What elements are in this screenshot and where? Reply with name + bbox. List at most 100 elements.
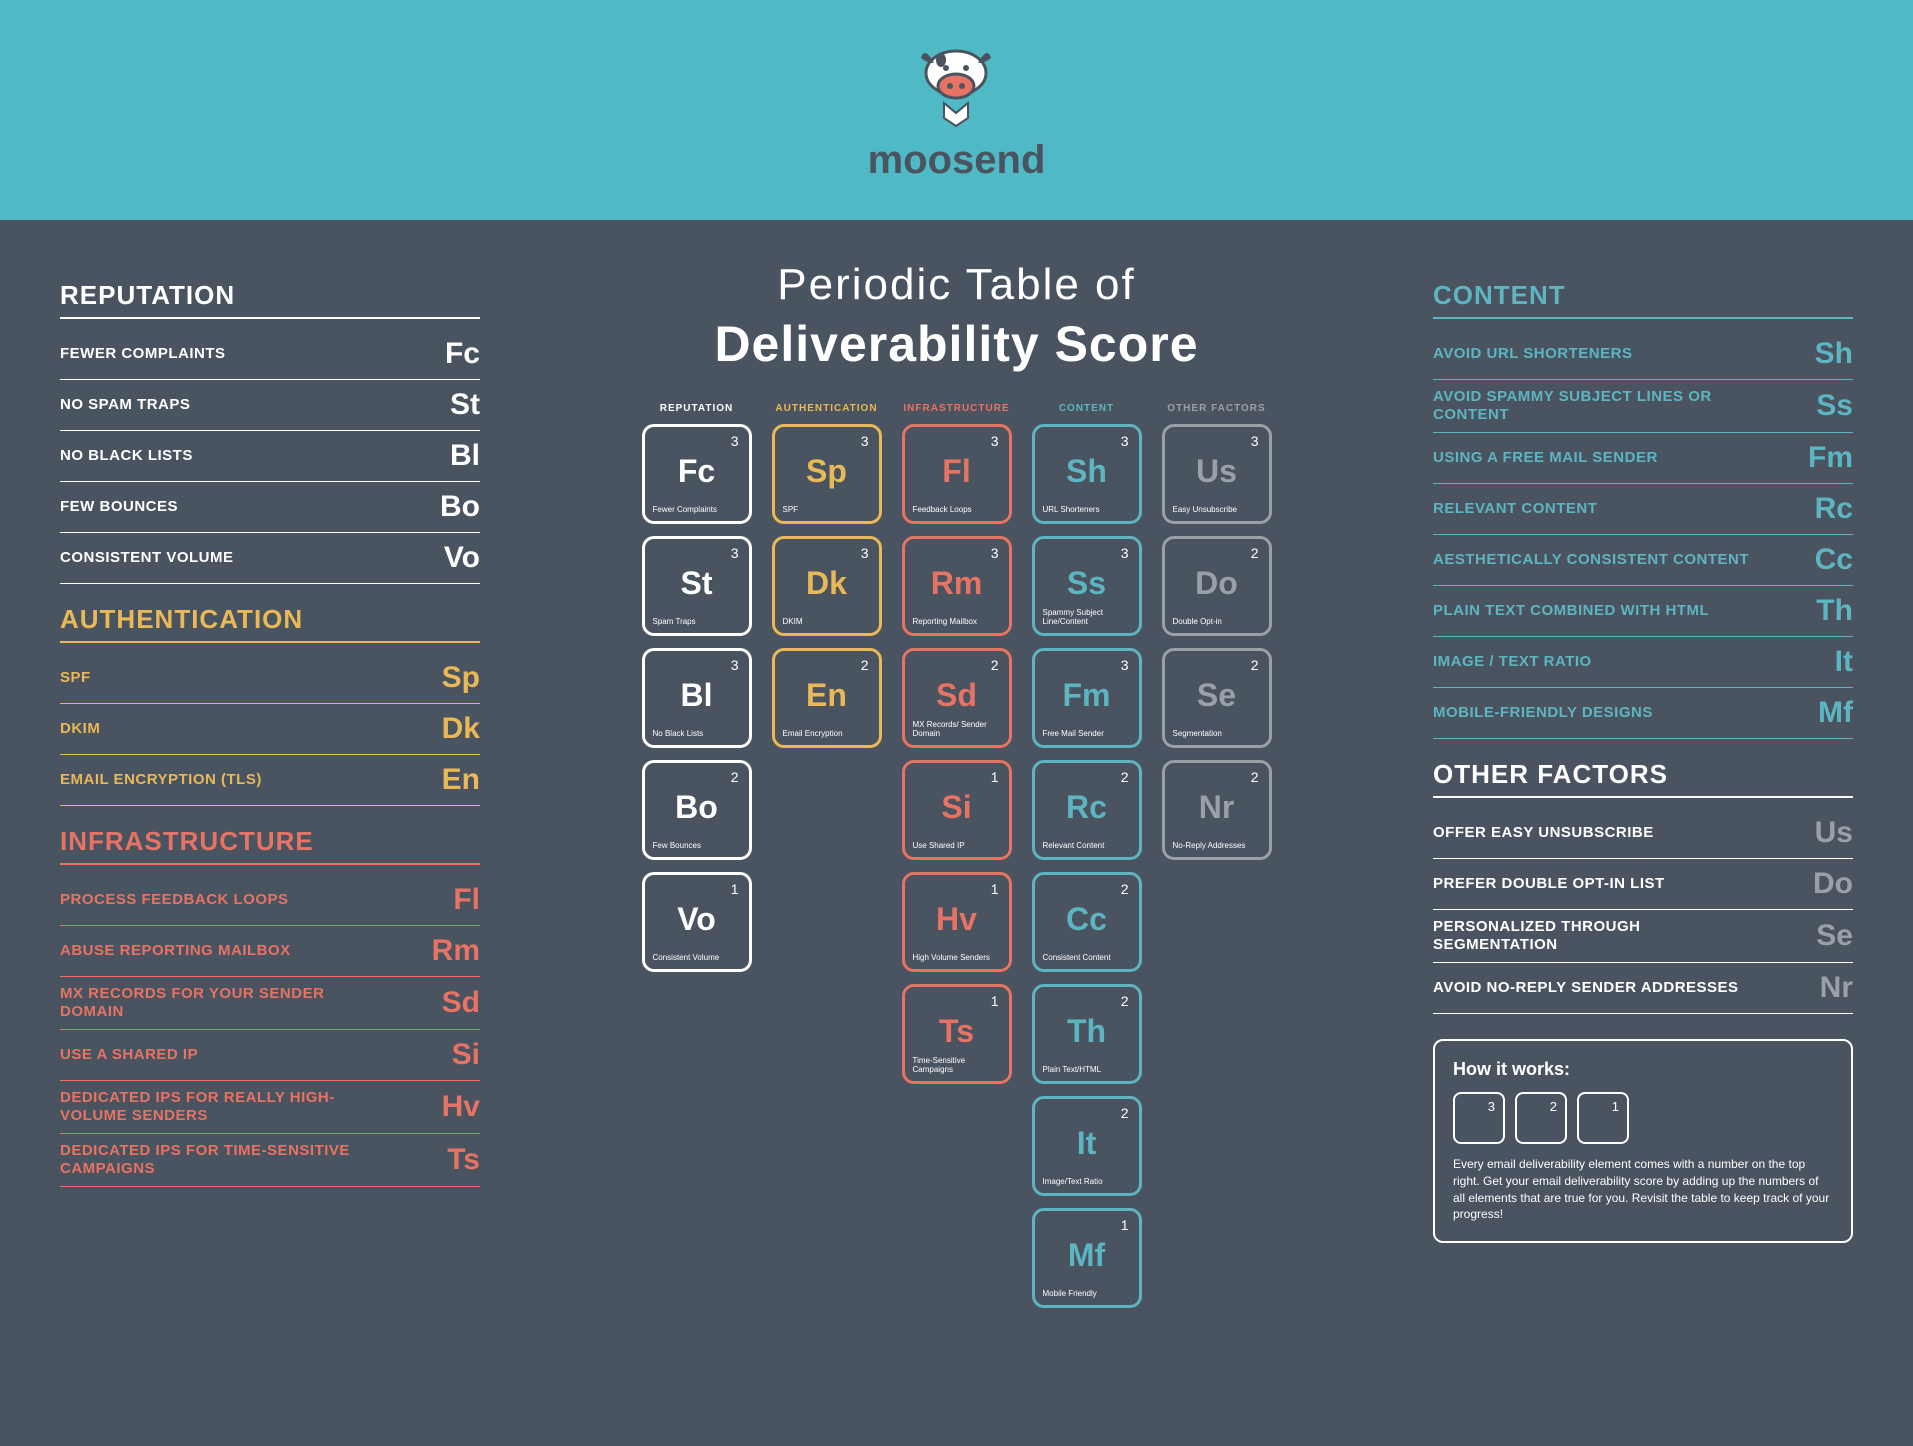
element-cell: 1 Mf Mobile Friendly bbox=[1032, 1208, 1142, 1308]
legend-row: AVOID SPAMMY SUBJECT LINES OR CONTENT Ss bbox=[1433, 380, 1853, 433]
element-cell: 3 Sh URL Shorteners bbox=[1032, 424, 1142, 524]
legend-symbol: Dk bbox=[442, 712, 480, 746]
cell-symbol: Dk bbox=[783, 565, 871, 602]
element-cell: 3 Fm Free Mail Sender bbox=[1032, 648, 1142, 748]
how-box: 2 bbox=[1515, 1092, 1567, 1144]
cell-symbol: Hv bbox=[913, 901, 1001, 938]
cell-number: 3 bbox=[731, 545, 739, 561]
legend-symbol: Ss bbox=[1816, 389, 1853, 423]
element-cell: 2 It Image/Text Ratio bbox=[1032, 1096, 1142, 1196]
col-header: AUTHENTICATION bbox=[772, 403, 882, 414]
legend-row: DKIM Dk bbox=[60, 704, 480, 755]
legend-label: RELEVANT CONTENT bbox=[1433, 500, 1597, 518]
cell-number: 3 bbox=[861, 433, 869, 449]
legend-label: MX RECORDS FOR YOUR SENDER DOMAIN bbox=[60, 985, 380, 1021]
cell-number: 2 bbox=[1251, 545, 1259, 561]
element-cell: 3 Fl Feedback Loops bbox=[902, 424, 1012, 524]
legend-symbol: Sd bbox=[442, 986, 480, 1020]
section-title: REPUTATION bbox=[60, 280, 480, 319]
legend-row: ABUSE REPORTING MAILBOX Rm bbox=[60, 926, 480, 977]
cell-symbol: Nr bbox=[1173, 789, 1261, 826]
cell-number: 1 bbox=[991, 993, 999, 1009]
legend-symbol: Nr bbox=[1820, 971, 1853, 1005]
legend-symbol: Vo bbox=[444, 541, 480, 575]
cell-symbol: Bo bbox=[653, 789, 741, 826]
brand-name: moosend bbox=[868, 138, 1046, 183]
element-cell: 2 Se Segmentation bbox=[1162, 648, 1272, 748]
cell-desc: DKIM bbox=[783, 618, 871, 627]
cell-desc: Email Encryption bbox=[783, 730, 871, 739]
legend-symbol: Cc bbox=[1815, 543, 1853, 577]
periodic-grid: 3 Fc Fewer Complaints 3 St Spam Traps 3 … bbox=[520, 424, 1393, 1308]
legend-row: MOBILE-FRIENDLY DESIGNS Mf bbox=[1433, 688, 1853, 739]
cell-number: 1 bbox=[991, 769, 999, 785]
legend-row: PREFER DOUBLE OPT-IN LIST Do bbox=[1433, 859, 1853, 910]
cell-desc: Feedback Loops bbox=[913, 506, 1001, 515]
legend-label: SPF bbox=[60, 669, 91, 687]
cell-desc: Double Opt-in bbox=[1173, 618, 1261, 627]
cell-number: 3 bbox=[1121, 545, 1129, 561]
cell-desc: Use Shared IP bbox=[913, 842, 1001, 851]
legend-label: FEWER COMPLAINTS bbox=[60, 345, 226, 363]
legend-label: PERSONALIZED THROUGH SEGMENTATION bbox=[1433, 918, 1753, 954]
element-cell: 2 Sd MX Records/ Sender Domain bbox=[902, 648, 1012, 748]
element-cell: 1 Si Use Shared IP bbox=[902, 760, 1012, 860]
cell-desc: Spam Traps bbox=[653, 618, 741, 627]
how-box: 1 bbox=[1577, 1092, 1629, 1144]
main-title: Periodic Table of bbox=[520, 260, 1393, 310]
how-text: Every email deliverability element comes… bbox=[1453, 1156, 1833, 1223]
element-cell: 3 Sp SPF bbox=[772, 424, 882, 524]
grid-column: 3 Fl Feedback Loops 3 Rm Reporting Mailb… bbox=[902, 424, 1012, 1308]
legend-label: DKIM bbox=[60, 720, 100, 738]
cell-desc: Time-Sensitive Campaigns bbox=[913, 1057, 1001, 1075]
legend-label: AVOID NO-REPLY SENDER ADDRESSES bbox=[1433, 979, 1739, 997]
legend-symbol: St bbox=[450, 388, 480, 422]
legend-label: PROCESS FEEDBACK LOOPS bbox=[60, 891, 289, 909]
element-cell: 1 Ts Time-Sensitive Campaigns bbox=[902, 984, 1012, 1084]
cell-desc: Easy Unsubscribe bbox=[1173, 506, 1261, 515]
element-cell: 2 En Email Encryption bbox=[772, 648, 882, 748]
cell-desc: Consistent Volume bbox=[653, 954, 741, 963]
cell-number: 3 bbox=[1251, 433, 1259, 449]
legend-symbol: Hv bbox=[442, 1090, 480, 1124]
legend-row: PLAIN TEXT COMBINED WITH HTML Th bbox=[1433, 586, 1853, 637]
legend-row: DEDICATED IPS FOR TIME-SENSITIVE CAMPAIG… bbox=[60, 1134, 480, 1187]
element-cell: 2 Nr No-Reply Addresses bbox=[1162, 760, 1272, 860]
how-boxes: 321 bbox=[1453, 1092, 1833, 1144]
legend-label: MOBILE-FRIENDLY DESIGNS bbox=[1433, 704, 1653, 722]
legend-row: IMAGE / TEXT RATIO It bbox=[1433, 637, 1853, 688]
grid-column: 3 Us Easy Unsubscribe 2 Do Double Opt-in… bbox=[1162, 424, 1272, 1308]
legend-label: FEW BOUNCES bbox=[60, 498, 178, 516]
legend-symbol: Rm bbox=[432, 934, 480, 968]
cell-desc: Spammy Subject Line/Content bbox=[1043, 609, 1131, 627]
center-table: Periodic Table of Deliverability Score R… bbox=[520, 260, 1393, 1308]
legend-row: AVOID NO-REPLY SENDER ADDRESSES Nr bbox=[1433, 963, 1853, 1014]
legend-row: DEDICATED IPS FOR REALLY HIGH-VOLUME SEN… bbox=[60, 1081, 480, 1134]
cell-number: 2 bbox=[1251, 657, 1259, 673]
element-cell: 3 St Spam Traps bbox=[642, 536, 752, 636]
cell-symbol: En bbox=[783, 677, 871, 714]
legend-row: AVOID URL SHORTENERS Sh bbox=[1433, 329, 1853, 380]
legend-symbol: Us bbox=[1815, 816, 1853, 850]
cell-number: 1 bbox=[991, 881, 999, 897]
legend-label: USE A SHARED IP bbox=[60, 1046, 198, 1064]
legend-label: NO SPAM TRAPS bbox=[60, 396, 190, 414]
cell-symbol: Vo bbox=[653, 901, 741, 938]
legend-symbol: Fc bbox=[445, 337, 480, 371]
cell-desc: SPF bbox=[783, 506, 871, 515]
element-cell: 3 Bl No Black Lists bbox=[642, 648, 752, 748]
cell-desc: Reporting Mailbox bbox=[913, 618, 1001, 627]
legend-row: OFFER EASY UNSUBSCRIBE Us bbox=[1433, 808, 1853, 859]
legend-row: USE A SHARED IP Si bbox=[60, 1030, 480, 1081]
legend-label: EMAIL ENCRYPTION (TLS) bbox=[60, 771, 262, 789]
cell-number: 3 bbox=[1121, 433, 1129, 449]
cell-number: 2 bbox=[1251, 769, 1259, 785]
cell-symbol: Fm bbox=[1043, 677, 1131, 714]
cell-desc: Consistent Content bbox=[1043, 954, 1131, 963]
element-cell: 2 Cc Consistent Content bbox=[1032, 872, 1142, 972]
legend-symbol: Mf bbox=[1818, 696, 1853, 730]
grid-column: 3 Sh URL Shorteners 3 Ss Spammy Subject … bbox=[1032, 424, 1142, 1308]
cell-desc: Few Bounces bbox=[653, 842, 741, 851]
element-cell: 3 Dk DKIM bbox=[772, 536, 882, 636]
cell-desc: Image/Text Ratio bbox=[1043, 1178, 1131, 1187]
